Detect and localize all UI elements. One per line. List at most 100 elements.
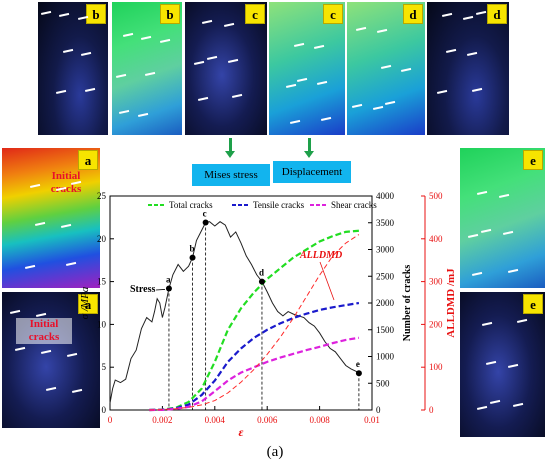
- crack-mark: [62, 49, 74, 54]
- crack-mark: [85, 87, 96, 92]
- crack-mark: [141, 35, 152, 40]
- y2-tick-label: 2000: [376, 298, 395, 308]
- stage-point: [355, 370, 362, 377]
- panel-c-cracks: c: [185, 2, 267, 135]
- panel-tag: d: [403, 4, 423, 24]
- crack-mark: [35, 221, 46, 226]
- crack-mark: [228, 58, 239, 63]
- y3-tick-label: 300: [429, 277, 443, 287]
- y3-tick-label: 200: [429, 319, 443, 329]
- legend-label: Total cracks: [169, 200, 213, 210]
- panel-tag: a: [78, 150, 98, 170]
- crack-mark: [293, 42, 304, 47]
- crack-mark: [471, 87, 482, 92]
- y2-tick-label: 1500: [376, 325, 395, 335]
- legend-label: Tensile cracks: [253, 200, 305, 210]
- x-tick-label: 0.006: [257, 415, 278, 425]
- crack-mark: [122, 33, 133, 38]
- crack-mark: [159, 38, 170, 43]
- y3-tick-label: 0: [429, 405, 434, 415]
- legend-label: Shear cracks: [331, 200, 377, 210]
- y2-tick-label: 1000: [376, 352, 395, 362]
- alldmd-series-line: [149, 234, 360, 411]
- y-tick-label: 5: [102, 362, 107, 372]
- crack-mark: [472, 271, 483, 276]
- crack-mark: [477, 405, 488, 410]
- panel-d-displacement: d: [347, 2, 425, 135]
- stage-point: [165, 285, 172, 292]
- crack-mark: [194, 61, 205, 66]
- crack-mark: [445, 49, 457, 54]
- crack-mark: [224, 22, 235, 27]
- initial-cracks-label: Initial cracks: [16, 318, 72, 344]
- crack-mark: [40, 10, 52, 15]
- crack-mark: [356, 26, 367, 31]
- crack-mark: [486, 360, 497, 366]
- y2-tick-label: 0: [376, 405, 381, 415]
- panel-tag: c: [245, 4, 265, 24]
- crack-mark: [376, 29, 388, 34]
- x-tick-label: 0: [108, 415, 113, 425]
- x-tick-label: 0.002: [152, 415, 172, 425]
- crack-mark: [59, 13, 70, 18]
- y2-tick-label: 3000: [376, 245, 395, 255]
- alldmd-label-pointer: [319, 261, 335, 301]
- y3-axis-label: ALLDMD /mJ: [445, 268, 457, 338]
- tensile-cracks-series-line: [149, 301, 360, 412]
- panel-b-stress: b: [112, 2, 182, 135]
- stage-point-label: d: [259, 268, 264, 278]
- crack-mark: [480, 228, 492, 233]
- y2-axis-label: Number of cracks: [402, 265, 413, 342]
- panel-tag: b: [86, 4, 106, 24]
- panel-tag: c: [323, 4, 343, 24]
- crack-mark: [46, 386, 57, 391]
- crack-mark: [61, 224, 72, 229]
- crack-mark: [313, 45, 324, 50]
- crack-mark: [437, 90, 448, 95]
- crack-mark: [321, 116, 332, 121]
- initial-cracks-label: Initial cracks: [50, 170, 82, 195]
- panel-d-cracks: d: [427, 2, 509, 135]
- y3-tick-label: 400: [429, 234, 443, 244]
- crack-mark: [289, 119, 300, 124]
- panel-b-cracks: b: [38, 2, 108, 135]
- panel-e-cracks: e: [460, 292, 545, 437]
- stress-label-pointer: [155, 289, 165, 291]
- plot-frame: [109, 195, 373, 411]
- stage-point-label: c: [203, 209, 207, 219]
- crack-mark: [137, 112, 148, 118]
- stage-point-label: a: [166, 274, 171, 284]
- crack-mark: [476, 190, 487, 195]
- crack-mark: [81, 51, 92, 56]
- crack-mark: [36, 313, 47, 318]
- y2-tick-label: 3500: [376, 218, 395, 228]
- crack-mark: [232, 94, 243, 99]
- stress-curve-label: Stress: [130, 284, 155, 295]
- crack-mark: [15, 347, 26, 352]
- crack-mark: [507, 269, 518, 274]
- shear-cracks-series-line: [149, 336, 360, 412]
- crack-mark: [401, 67, 412, 72]
- crack-mark: [119, 110, 130, 115]
- total-cracks-series-line: [149, 229, 359, 412]
- x-axis-label: ε: [239, 425, 244, 439]
- stage-point-label: e: [356, 359, 360, 369]
- crack-mark: [508, 363, 519, 368]
- crack-mark: [503, 231, 514, 236]
- crack-mark: [384, 100, 395, 106]
- crack-mark: [372, 106, 384, 111]
- crack-mark: [198, 96, 209, 102]
- panel-a-contour: a Initial cracks: [2, 148, 100, 288]
- crack-mark: [490, 400, 501, 405]
- panel-tag: e: [523, 150, 543, 170]
- stage-point: [258, 278, 265, 285]
- alldmd-curve-label: ALLDMD: [299, 250, 342, 261]
- crack-mark: [475, 10, 486, 15]
- crack-mark: [202, 19, 213, 24]
- stage-point-label: b: [190, 244, 195, 254]
- x-tick-label: 0.01: [364, 415, 380, 425]
- crack-mark: [71, 389, 83, 394]
- crack-mark: [481, 321, 492, 326]
- crack-mark: [10, 310, 21, 315]
- crack-mark: [517, 318, 528, 323]
